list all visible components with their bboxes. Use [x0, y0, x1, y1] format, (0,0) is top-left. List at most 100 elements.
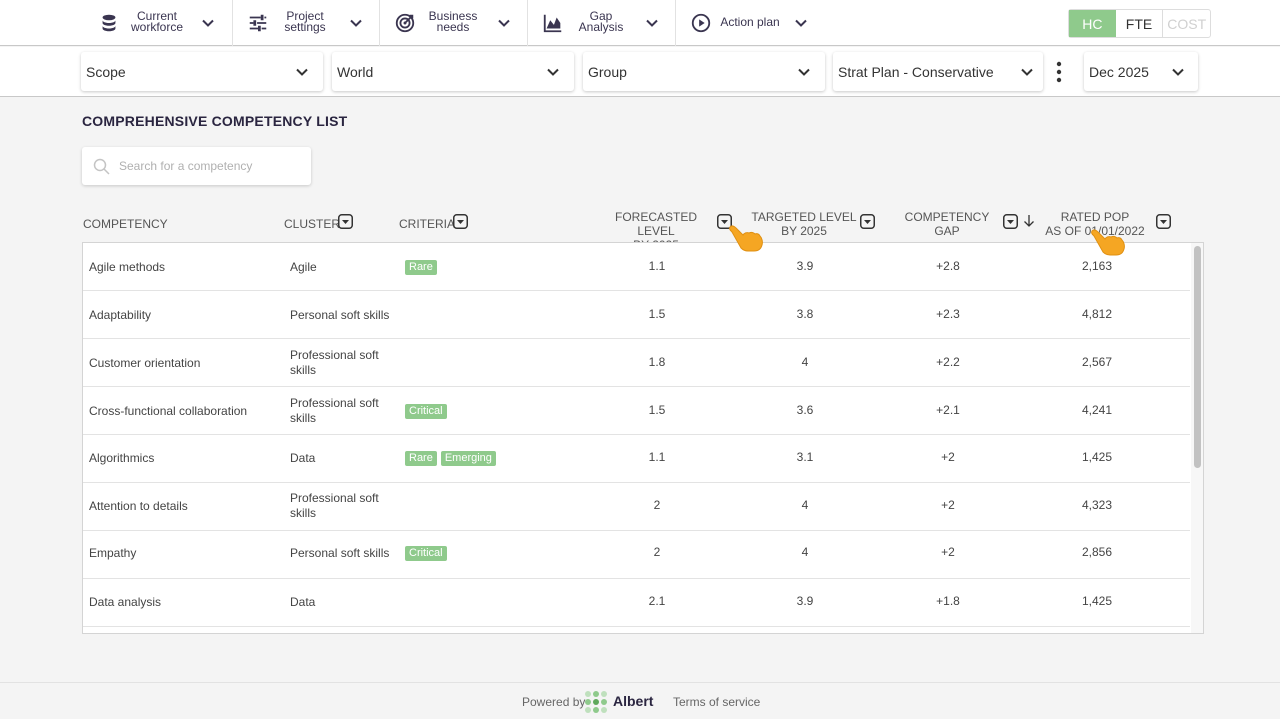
badge-critical: Critical — [405, 404, 447, 419]
badge-rare: Rare — [405, 451, 437, 466]
competency-name: Empathy — [89, 546, 137, 560]
table-row[interactable] — [83, 627, 1190, 633]
cluster-name: Data — [290, 595, 316, 609]
nav-gap-analysis[interactable]: Gap Analysis — [528, 0, 676, 46]
unit-toggle: HC FTE COST — [1068, 9, 1211, 38]
forecasted-level: 2.1 — [648, 594, 666, 608]
nav-label: Business needs — [428, 9, 478, 34]
chevron-down-icon — [498, 19, 510, 27]
scope-select-value: Scope — [86, 64, 126, 80]
date-select-value: Dec 2025 — [1089, 64, 1149, 80]
forecasted-level: 1.1 — [648, 450, 666, 464]
date-select[interactable]: Dec 2025 — [1084, 52, 1198, 91]
cluster-name: Personal soft skills — [290, 546, 390, 560]
targeted-level: 4 — [801, 498, 809, 512]
toggle-fte[interactable]: FTE — [1116, 10, 1164, 37]
rated-pop: 4,241 — [1081, 403, 1113, 417]
competency-gap: +1.8 — [936, 594, 960, 608]
nav-label: Action plan — [720, 15, 780, 29]
top-navigation: Current workforce Project settings Busin… — [0, 0, 1280, 46]
group-select[interactable]: Group — [583, 52, 825, 91]
forecasted-level: 2 — [653, 545, 661, 559]
rated-pop: 4,812 — [1081, 307, 1113, 321]
competency-name: Customer orientation — [89, 356, 201, 370]
nav-business-needs[interactable]: Business needs — [380, 0, 528, 46]
competency-name: Data analysis — [89, 595, 162, 609]
rated-pop: 2,567 — [1081, 355, 1113, 369]
table-row[interactable]: Customer orientation Professional soft sk… — [83, 339, 1190, 387]
search-icon — [93, 158, 110, 175]
criteria-sort-dropdown-icon[interactable] — [453, 214, 468, 229]
chevron-down-icon — [296, 68, 308, 76]
database-icon — [102, 14, 116, 32]
nav-current-workforce[interactable]: Current workforce — [84, 0, 233, 46]
targeted-sort-dropdown-icon[interactable] — [860, 214, 875, 229]
terms-of-service-link[interactable]: Terms of service — [673, 695, 761, 709]
chevron-down-icon — [547, 68, 559, 76]
forecasted-level: 1.8 — [648, 355, 666, 369]
forecasted-level: 1.1 — [648, 259, 666, 273]
criteria-badges: Rare — [405, 259, 441, 275]
chevron-down-icon — [646, 19, 658, 27]
search-input[interactable] — [119, 156, 299, 176]
criteria-badges: Critical — [405, 545, 451, 561]
chevron-down-icon — [350, 19, 362, 27]
forecasted-level: 1.5 — [648, 307, 666, 321]
cluster-name: Professional soft skills — [290, 491, 379, 520]
forecasted-level: 1.5 — [648, 403, 666, 417]
forecasted-sort-dropdown-icon[interactable] — [717, 214, 732, 229]
pointer-hand-icon — [1091, 229, 1125, 256]
badge-rare: Rare — [405, 260, 437, 275]
header-targeted: TARGETED LEVEL BY 2025 — [751, 210, 857, 238]
targeted-level: 3.1 — [796, 450, 814, 464]
plan-select[interactable]: Strat Plan - Conservative — [833, 52, 1043, 91]
criteria-badges: Critical — [405, 403, 451, 419]
nav-label: Project settings — [284, 9, 326, 34]
nav-label: Gap Analysis — [578, 9, 624, 34]
table-row[interactable]: Data analysis Data 2.1 3.9 +1.8 1,425 — [83, 579, 1190, 627]
table-row[interactable]: Algorithmics Data Rare Emerging 1.1 3.1 +… — [83, 435, 1190, 483]
table-row[interactable]: Adaptability Personal soft skills 1.5 3.… — [83, 291, 1190, 339]
table-row[interactable]: Attention to details Professional soft sk… — [83, 483, 1190, 531]
rated-pop-sort-dropdown-icon[interactable] — [1156, 214, 1171, 229]
table-scrollbar[interactable] — [1191, 243, 1203, 633]
table-row[interactable]: Cross-functional collaboration Professio… — [83, 387, 1190, 435]
filter-bar: Scope World Group Strat Plan - Conservat… — [0, 47, 1280, 97]
albert-logo-icon — [585, 691, 607, 713]
header-criteria: CRITERIA — [399, 217, 456, 231]
more-options-icon[interactable] — [1050, 59, 1068, 85]
chevron-down-icon — [1172, 68, 1184, 76]
targeted-level: 4 — [801, 545, 809, 559]
targeted-level: 4 — [801, 355, 809, 369]
competency-gap: +2.1 — [936, 403, 960, 417]
toggle-hc[interactable]: HC — [1069, 10, 1116, 37]
scope-select[interactable]: Scope — [81, 52, 323, 91]
competency-gap: +2.3 — [936, 307, 960, 321]
chevron-down-icon — [798, 68, 810, 76]
targeted-level: 3.9 — [796, 259, 814, 273]
nav-action-plan[interactable]: Action plan — [676, 0, 824, 46]
world-select[interactable]: World — [332, 52, 574, 91]
rated-pop: 2,856 — [1081, 545, 1113, 559]
header-gap: COMPETENCY GAP — [904, 210, 990, 238]
world-select-value: World — [337, 64, 374, 80]
table-row[interactable]: Empathy Personal soft skills Critical 2 … — [83, 531, 1190, 579]
competency-name: Attention to details — [89, 499, 188, 513]
criteria-badges: Rare Emerging — [405, 450, 500, 466]
competency-gap: +2.8 — [936, 259, 960, 273]
competency-gap: +2 — [941, 498, 955, 512]
group-select-value: Group — [588, 64, 627, 80]
scrollbar-thumb[interactable] — [1194, 246, 1201, 468]
target-icon — [395, 13, 415, 33]
cluster-name: Agile — [290, 260, 317, 274]
toggle-cost[interactable]: COST — [1167, 15, 1207, 32]
chevron-down-icon — [795, 19, 807, 27]
table-row[interactable]: Agile methods Agile Rare 1.1 3.9 +2.8 2,… — [83, 243, 1190, 291]
nav-project-settings[interactable]: Project settings — [233, 0, 380, 46]
cluster-name: Personal soft skills — [290, 308, 390, 322]
pointer-hand-icon — [729, 225, 763, 252]
chevron-down-icon — [1021, 68, 1033, 76]
cluster-sort-dropdown-icon[interactable] — [338, 214, 353, 229]
sort-descending-arrow-icon[interactable] — [1022, 214, 1036, 228]
gap-sort-dropdown-icon[interactable] — [1003, 214, 1018, 229]
